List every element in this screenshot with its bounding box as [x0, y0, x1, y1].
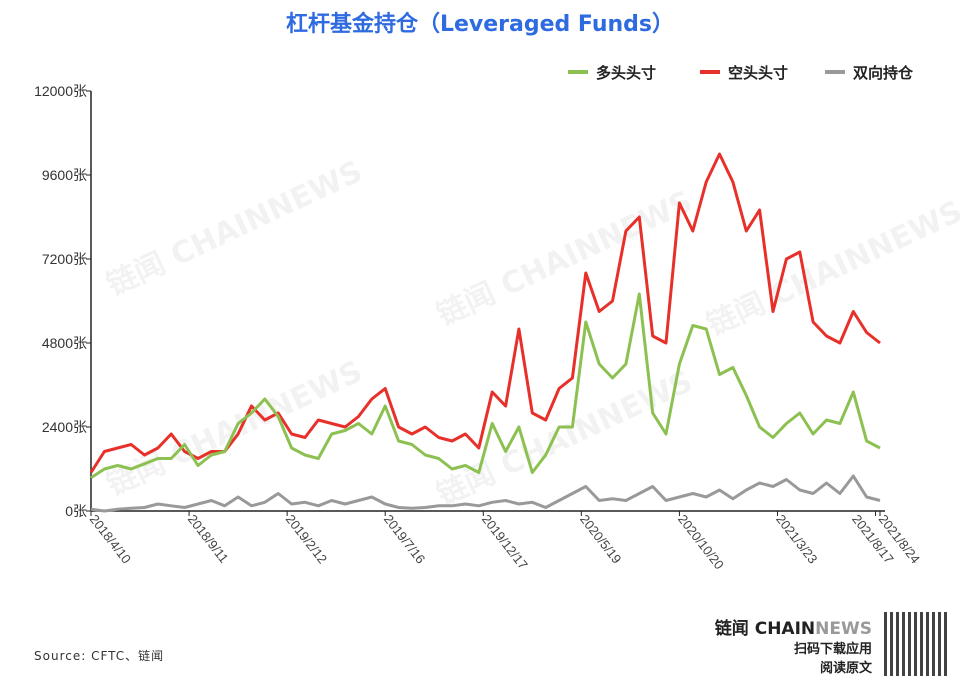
- brand-line1: 扫码下载应用: [793, 642, 872, 657]
- series-line-空头头寸: [89, 152, 881, 474]
- x-tick-label: 2019/2/12: [283, 512, 330, 567]
- brand-line2: 阅读原文: [819, 661, 872, 676]
- x-tick-label: 2019/7/16: [381, 512, 428, 567]
- y-tick-label: 2400张: [42, 419, 87, 435]
- y-tick-label: 0张: [65, 503, 87, 519]
- x-tick-label: 2018/9/11: [185, 512, 232, 566]
- y-tick-label: 7200张: [42, 251, 87, 267]
- brand-block: 链闻 CHAINNEWS 扫码下载应用 阅读原文: [712, 614, 872, 677]
- x-tick-label: 2021/3/23: [773, 512, 820, 567]
- x-tick-label: 2019/12/17: [479, 512, 531, 573]
- x-tick-label: 2020/10/20: [675, 512, 727, 573]
- qr-code-icon[interactable]: [884, 612, 948, 676]
- brand-name: 链闻 CHAIN: [714, 619, 816, 639]
- chart-title: 杠杆基金持仓（Leveraged Funds）: [285, 12, 675, 37]
- legend-label: 双向持仓: [853, 64, 914, 82]
- series-line-多头头寸: [90, 292, 881, 480]
- legend-label: 空头头寸: [728, 64, 788, 82]
- x-tick-label: 2020/5/19: [577, 512, 624, 567]
- source-note: Source: CFTC、链闻: [34, 649, 165, 663]
- brand-name-news: NEWS: [815, 619, 872, 639]
- y-tick-label: 4800张: [42, 335, 87, 351]
- y-tick-label: 12000张: [34, 83, 87, 99]
- y-tick-label: 9600张: [42, 167, 87, 183]
- x-tick-label: 2018/4/10: [87, 512, 134, 567]
- legend-label: 多头头寸: [596, 64, 656, 82]
- series-line-双向持仓: [90, 474, 881, 513]
